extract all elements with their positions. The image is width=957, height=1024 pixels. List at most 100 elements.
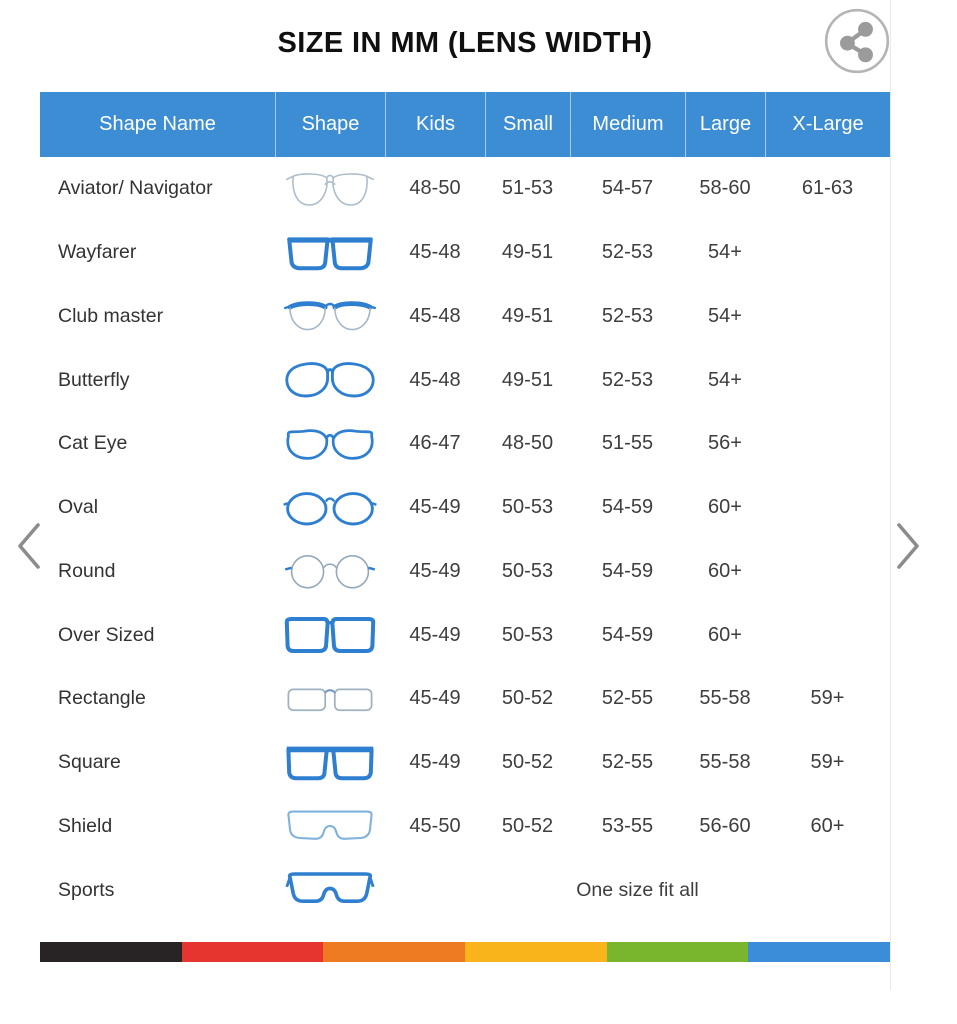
size-cell: 45-49 — [409, 559, 461, 582]
shape-name-cell: Aviator/ Navigator — [58, 177, 213, 200]
size-cell — [765, 285, 890, 349]
size-cell: 59+ — [810, 751, 845, 774]
size-cell: 54-59 — [601, 559, 654, 582]
size-cell: 55-58 — [699, 751, 751, 774]
size-cell: 45-48 — [409, 304, 461, 327]
carousel-prev-button[interactable] — [14, 519, 44, 573]
size-cells: 45-49 50-52 52-55 55-58 59+ — [385, 731, 890, 795]
shape-name-cell: Butterfly — [58, 368, 130, 391]
size-cell: 50-52 — [501, 687, 554, 710]
shape-name-cell: Oval — [58, 496, 99, 519]
size-cell: 55-58 — [699, 687, 751, 710]
size-cell: 52-55 — [601, 687, 654, 710]
table-row: Aviator/ Navigator 48-50 51-53 54-57 58-60 6… — [40, 157, 890, 221]
size-cell — [765, 221, 890, 285]
size-cell: 54-57 — [601, 177, 654, 200]
size-cell: 60+ — [708, 496, 742, 519]
size-cell: 45-49 — [409, 751, 461, 774]
size-cell: 48-50 — [501, 432, 554, 455]
table-row: Cat Eye 46-47 48-50 51-55 56+ — [40, 412, 890, 476]
size-cell: 54+ — [708, 368, 742, 391]
shield-glasses-icon — [282, 805, 378, 847]
size-cell: 50-52 — [501, 751, 554, 774]
size-cells: 46-47 48-50 51-55 56+ — [385, 412, 890, 476]
column-header: Small — [485, 92, 570, 157]
aviator-glasses-icon — [282, 168, 378, 210]
shape-name-cell: Shield — [58, 814, 113, 837]
size-cell: 51-55 — [601, 432, 654, 455]
sports-glasses-icon — [282, 869, 378, 911]
size-cell: 49-51 — [501, 304, 554, 327]
size-cells: 45-49 50-53 54-59 60+ — [385, 603, 890, 667]
size-cell: 52-53 — [601, 304, 654, 327]
carousel-next-button[interactable] — [893, 519, 923, 573]
table-row: Rectangle 45-49 50-52 52-55 55-58 59+ — [40, 667, 890, 731]
size-cell: 53-55 — [601, 814, 654, 837]
size-cell: 52-53 — [601, 368, 654, 391]
size-cell: 54-59 — [601, 496, 654, 519]
size-cell: 56+ — [708, 432, 742, 455]
page-title: SIZE IN MM (LENS WIDTH) — [277, 27, 653, 59]
size-cell: 52-53 — [601, 241, 654, 264]
size-cells: 45-48 49-51 52-53 54+ — [385, 221, 890, 285]
share-icon — [824, 8, 890, 74]
stripe-segment — [465, 942, 607, 962]
column-header: Kids — [385, 92, 485, 157]
clubmaster-glasses-icon — [282, 295, 378, 337]
wayfarer-glasses-icon — [282, 232, 378, 274]
size-cells: 45-48 49-51 52-53 54+ — [385, 285, 890, 349]
oval-glasses-icon — [282, 487, 378, 529]
size-cells: 45-49 50-53 54-59 60+ — [385, 540, 890, 604]
shape-icon-cell — [275, 550, 385, 592]
size-cell: 56-60 — [699, 814, 751, 837]
shape-icon-cell — [275, 359, 385, 401]
butterfly-glasses-icon — [282, 359, 378, 401]
size-cell — [765, 540, 890, 604]
size-cells: 48-50 51-53 54-57 58-60 61-63 — [385, 157, 890, 221]
shape-name-cell: Round — [58, 559, 116, 582]
column-header: Shape — [275, 92, 385, 157]
size-cell: 50-52 — [501, 814, 554, 837]
stripe-segment — [606, 942, 749, 962]
size-cell: 45-50 — [409, 814, 461, 837]
size-cell: 45-49 — [409, 687, 461, 710]
table-row: Oval 45-49 50-53 54-59 60+ — [40, 476, 890, 540]
stripe-segment — [181, 942, 324, 962]
square-glasses-icon — [282, 742, 378, 784]
size-cell: 49-51 — [501, 241, 554, 264]
size-cell: 45-49 — [409, 496, 461, 519]
table-row: Shield 45-50 50-52 53-55 56-60 60+ — [40, 795, 890, 859]
table-row: Sports One size fit all — [40, 858, 890, 922]
shape-icon-cell — [275, 742, 385, 784]
shape-icon-cell — [275, 678, 385, 720]
size-cell: 59+ — [810, 687, 845, 710]
size-cell: 45-48 — [409, 368, 461, 391]
size-cell: 50-53 — [501, 559, 554, 582]
size-cell: 58-60 — [699, 177, 751, 200]
size-cell: 49-51 — [501, 368, 554, 391]
column-header: Large — [685, 92, 765, 157]
size-cell: 45-49 — [409, 623, 461, 646]
size-cell: 45-48 — [409, 241, 461, 264]
table-row: Club master 45-48 49-51 52-53 54+ — [40, 285, 890, 349]
shape-icon-cell — [275, 423, 385, 465]
stripe-segment — [323, 942, 466, 962]
size-cells: 45-49 50-53 54-59 60+ — [385, 476, 890, 540]
size-cell: 50-53 — [501, 496, 554, 519]
size-cell: 60+ — [708, 559, 742, 582]
shape-name-cell: Wayfarer — [58, 241, 137, 264]
shape-icon-cell — [275, 232, 385, 274]
size-cell: 60+ — [708, 623, 742, 646]
color-stripe — [40, 942, 891, 962]
size-cell — [765, 603, 890, 667]
share-button[interactable] — [823, 7, 891, 75]
table-row: Round 45-49 50-53 54-59 60+ — [40, 540, 890, 604]
chevron-right-icon — [897, 523, 919, 569]
cateye-glasses-icon — [282, 423, 378, 465]
column-header: X-Large — [765, 92, 890, 157]
shape-icon-cell — [275, 805, 385, 847]
size-cell — [765, 476, 890, 540]
size-cell — [765, 348, 890, 412]
size-cell: 46-47 — [409, 432, 461, 455]
